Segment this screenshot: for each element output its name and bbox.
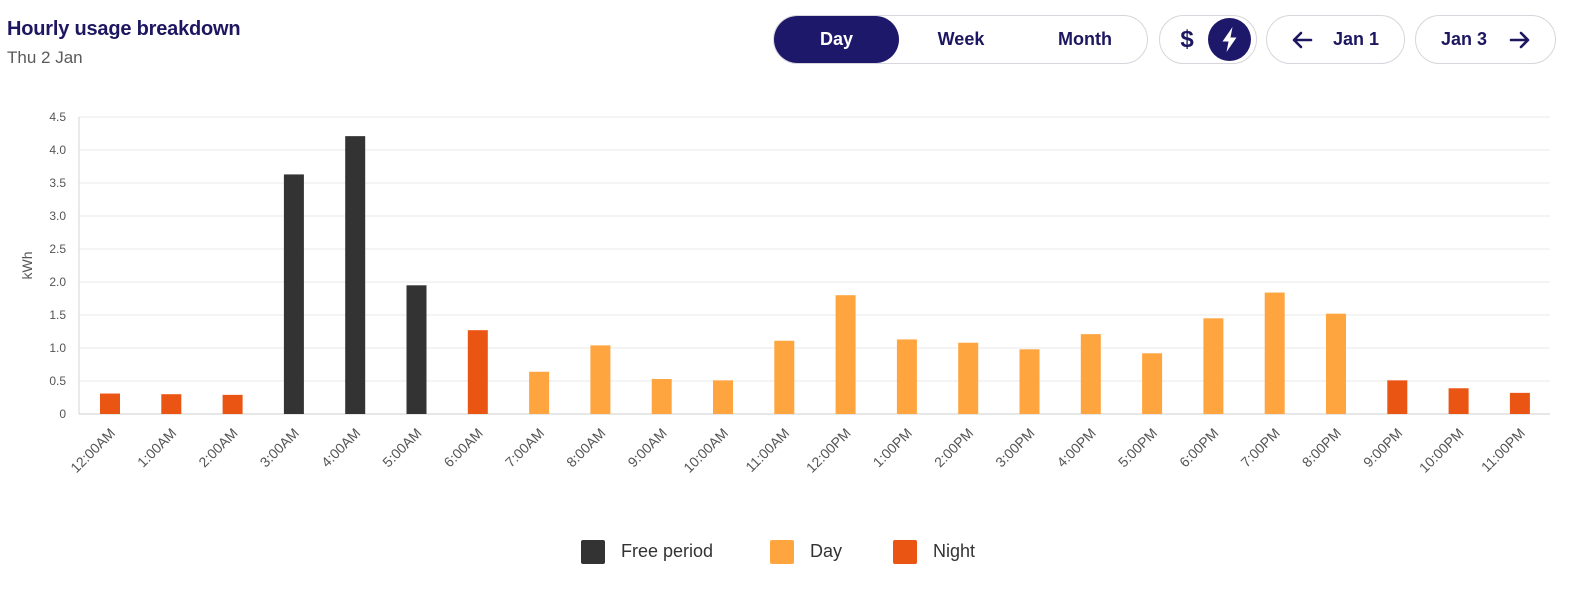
- x-tick-label: 4:00PM: [1053, 425, 1098, 470]
- usage-bar-chart: 0 0.5 1.0 1.5 2.0 2.5 3.0 3.5 4.0 4.5 kWh 12:00AM 1:…: [19, 110, 1550, 476]
- date-subtitle: Thu 2 Jan: [7, 48, 83, 67]
- bar-8:00am[interactable]: [590, 345, 611, 414]
- x-tick-label: 6:00PM: [1176, 425, 1221, 470]
- y-tick-label: 2.5: [49, 242, 66, 256]
- legend-label: Day: [810, 541, 843, 561]
- legend-label: Night: [933, 541, 976, 561]
- bar-12:00am[interactable]: [100, 393, 120, 414]
- bar-5:00am[interactable]: [406, 285, 427, 414]
- chart-legend: Free period Day Night: [0, 540, 1569, 564]
- y-tick-label: 2.0: [49, 275, 66, 289]
- x-tick-label: 10:00PM: [1416, 425, 1467, 476]
- bar-4:00pm[interactable]: [1080, 334, 1101, 414]
- y-tick-label: 0.5: [49, 374, 66, 388]
- prev-day-button[interactable]: Jan 1: [1266, 15, 1405, 64]
- period-toggle: Day Week Month: [773, 15, 1148, 64]
- unit-toggle: $: [1159, 15, 1257, 64]
- x-tick-label: 10:00AM: [680, 425, 731, 476]
- y-tick-label: 3.5: [49, 176, 66, 190]
- bar-2:00pm[interactable]: [958, 342, 979, 414]
- y-axis-label: kWh: [19, 252, 35, 280]
- x-tick-label: 4:00AM: [318, 425, 363, 470]
- x-tick-label: 8:00AM: [563, 425, 608, 470]
- bar-12:00pm[interactable]: [835, 295, 856, 414]
- bar-6:00pm[interactable]: [1203, 318, 1224, 414]
- lightning-icon: [1222, 27, 1237, 52]
- tab-month[interactable]: Month: [1058, 29, 1112, 49]
- arrow-left-icon: [1292, 31, 1313, 49]
- bar-10:00pm[interactable]: [1448, 388, 1469, 414]
- x-tick-label: 9:00PM: [1360, 425, 1405, 470]
- x-tick-label: 5:00PM: [1115, 425, 1160, 470]
- x-tick-label: 7:00AM: [502, 425, 547, 470]
- legend-label: Free period: [621, 541, 714, 561]
- y-tick-label: 4.0: [49, 143, 66, 157]
- x-tick-label: 9:00AM: [624, 425, 669, 470]
- bar-4:00am[interactable]: [345, 136, 366, 414]
- x-tick-label: 2:00PM: [931, 425, 976, 470]
- bar-6:00am[interactable]: [467, 330, 488, 414]
- bar-2:00am[interactable]: [222, 394, 243, 414]
- x-tick-label: 2:00AM: [195, 425, 240, 470]
- bar-7:00am[interactable]: [529, 371, 550, 414]
- next-day-label: Jan 3: [1441, 29, 1488, 49]
- bar-8:00pm[interactable]: [1326, 313, 1346, 414]
- x-tick-label: 1:00AM: [134, 425, 179, 470]
- bar-9:00pm[interactable]: [1387, 380, 1408, 414]
- x-tick-label: 1:00PM: [870, 425, 915, 470]
- bar-9:00am[interactable]: [651, 379, 672, 414]
- legend-swatch: [581, 540, 605, 564]
- prev-day-label: Jan 1: [1333, 29, 1380, 49]
- x-tick-label: 3:00AM: [257, 425, 302, 470]
- y-tick-label: 1.5: [49, 308, 66, 322]
- bar-7:00pm[interactable]: [1264, 292, 1285, 414]
- chart-header: Hourly usage breakdown Thu 2 Jan: [7, 18, 241, 68]
- bar-3:00am[interactable]: [283, 174, 304, 414]
- x-tick-label: 11:00PM: [1478, 425, 1528, 475]
- bar-10:00am[interactable]: [713, 380, 733, 414]
- tab-week[interactable]: Week: [937, 29, 985, 49]
- x-tick-label: 3:00PM: [992, 425, 1037, 470]
- x-tick-label: 5:00AM: [379, 425, 424, 470]
- y-tick-label: 1.0: [49, 341, 66, 355]
- x-tick-label: 6:00AM: [440, 425, 485, 470]
- arrow-right-icon: [1509, 31, 1530, 49]
- x-tick-label: 12:00AM: [67, 425, 118, 476]
- energy-button[interactable]: [1208, 18, 1251, 61]
- bar-11:00pm[interactable]: [1509, 392, 1530, 414]
- tab-day[interactable]: Day: [774, 16, 899, 63]
- legend-swatch: [893, 540, 917, 564]
- y-tick-label: 0: [59, 407, 66, 421]
- y-tick-label: 4.5: [49, 110, 66, 124]
- legend-swatch: [770, 540, 794, 564]
- next-day-button[interactable]: Jan 3: [1415, 15, 1556, 64]
- bar-11:00am[interactable]: [774, 340, 795, 414]
- y-tick-label: 3.0: [49, 209, 66, 223]
- x-tick-label: 12:00PM: [803, 425, 854, 476]
- x-tick-label: 11:00AM: [742, 425, 792, 475]
- page-title: Hourly usage breakdown: [7, 18, 241, 40]
- x-tick-label: 8:00PM: [1299, 425, 1344, 470]
- bar-3:00pm[interactable]: [1019, 349, 1040, 414]
- dollar-button[interactable]: $: [1180, 26, 1194, 53]
- bar-1:00am[interactable]: [161, 394, 182, 414]
- x-tick-label: 7:00PM: [1237, 425, 1282, 470]
- bar-1:00pm[interactable]: [896, 339, 917, 414]
- bar-5:00pm[interactable]: [1142, 353, 1163, 414]
